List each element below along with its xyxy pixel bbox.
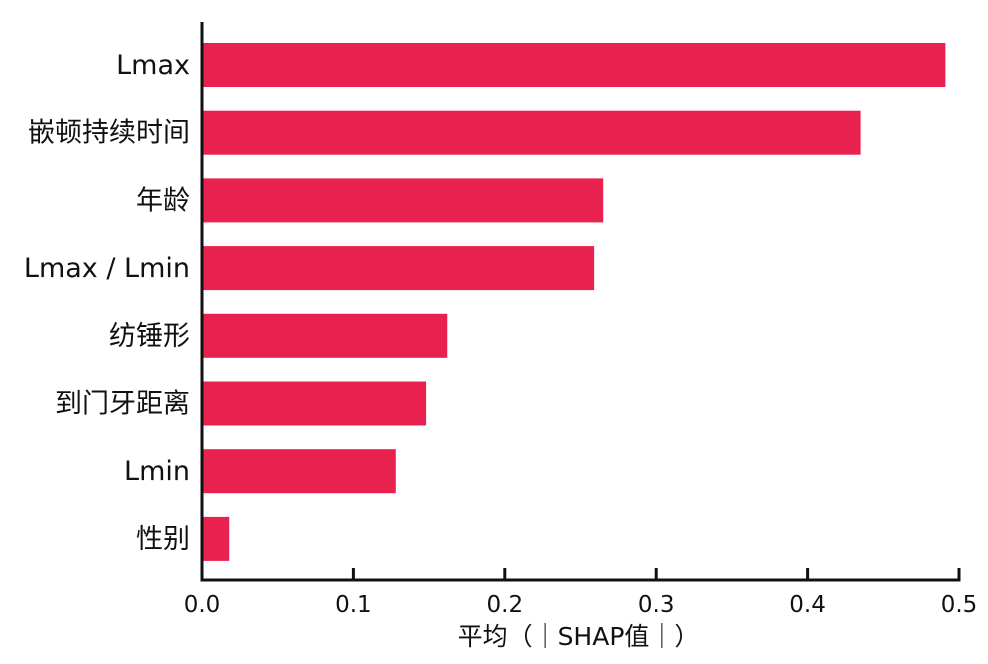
bar	[202, 313, 448, 358]
category-label: Lmax	[116, 50, 190, 81]
category-label: 到门牙距离	[55, 389, 190, 420]
bar	[202, 246, 595, 291]
bar	[202, 516, 230, 561]
x-tick-label: 0.2	[487, 592, 524, 618]
bar	[202, 110, 861, 155]
category-label: 纺锤形	[109, 321, 190, 352]
category-label: Lmin	[124, 456, 190, 487]
category-label: Lmax / Lmin	[24, 253, 190, 284]
category-label: 嵌顿持续时间	[28, 118, 190, 149]
category-label: 年龄	[136, 185, 190, 216]
x-tick-label: 0.0	[184, 592, 221, 618]
bar	[202, 449, 396, 494]
bars-group	[202, 43, 946, 561]
x-tick-label: 0.1	[335, 592, 372, 618]
x-axis-ticks: 0.0 0.1 0.2 0.3 0.4 0.5	[184, 568, 978, 618]
bar	[202, 178, 604, 223]
x-tick-label: 0.5	[941, 592, 978, 618]
bar	[202, 381, 427, 426]
category-label: 性别	[136, 524, 190, 555]
x-tick-label: 0.4	[789, 592, 826, 618]
x-tick-label: 0.3	[638, 592, 675, 618]
x-axis-title: 平均（｜SHAP值｜）	[458, 622, 700, 651]
bar	[202, 43, 946, 87]
